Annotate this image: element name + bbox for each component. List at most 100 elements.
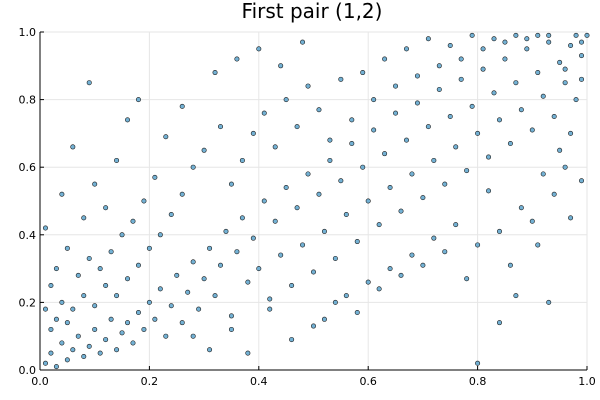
data-point (141, 326, 147, 332)
data-point (414, 100, 420, 106)
data-point (371, 97, 377, 103)
data-point (97, 266, 103, 272)
data-point (354, 239, 360, 245)
data-point (70, 144, 76, 150)
data-point (475, 242, 481, 248)
data-point (546, 32, 552, 38)
data-point (278, 252, 284, 258)
data-point (387, 266, 393, 272)
data-point (114, 347, 120, 353)
data-point (250, 130, 256, 136)
data-point (53, 364, 59, 370)
data-point (234, 56, 240, 62)
data-point (75, 333, 81, 339)
data-point (480, 66, 486, 72)
chart-title: First pair (1,2) (242, 0, 383, 23)
data-point (168, 303, 174, 309)
data-point (228, 181, 234, 187)
data-point (256, 46, 262, 52)
data-point (92, 303, 98, 309)
x-tick-label: 0.4 (250, 375, 268, 388)
data-point (174, 272, 180, 278)
data-point (278, 63, 284, 69)
data-point (529, 218, 535, 224)
data-point (119, 232, 125, 238)
data-point (584, 32, 590, 38)
data-point (425, 36, 431, 42)
data-point (179, 191, 185, 197)
data-point (125, 276, 131, 282)
data-point (81, 353, 87, 359)
data-point (562, 66, 568, 72)
data-point (294, 205, 300, 211)
data-point (185, 289, 191, 295)
x-tick-label: 0.6 (359, 375, 377, 388)
data-point (218, 262, 224, 268)
data-point (513, 80, 519, 86)
data-point (223, 228, 229, 234)
data-point (157, 286, 163, 292)
data-point (546, 39, 552, 45)
data-point (81, 293, 87, 299)
data-point (393, 83, 399, 89)
data-point (190, 164, 196, 170)
data-point (387, 184, 393, 190)
data-point (469, 103, 475, 109)
data-point (425, 124, 431, 130)
data-point (398, 272, 404, 278)
data-point (469, 32, 475, 38)
data-point (507, 262, 513, 268)
data-point (141, 198, 147, 204)
y-tick-label: 0.8 (19, 94, 37, 107)
data-point (321, 316, 327, 322)
data-point (453, 144, 459, 150)
data-point (486, 188, 492, 194)
data-point (431, 157, 437, 163)
data-point (300, 242, 306, 248)
data-point (86, 255, 92, 261)
data-point (403, 46, 409, 52)
data-point (513, 32, 519, 38)
data-point (152, 174, 158, 180)
data-point (349, 117, 355, 123)
data-point (579, 39, 585, 45)
data-point (70, 306, 76, 312)
x-tick-label: 0.8 (469, 375, 487, 388)
data-point (436, 86, 442, 92)
data-point (573, 97, 579, 103)
data-point (486, 154, 492, 160)
data-point (524, 46, 530, 52)
data-point (228, 313, 234, 319)
data-point (59, 340, 65, 346)
data-point (196, 306, 202, 312)
data-point (562, 164, 568, 170)
x-tick-label: 0.2 (141, 375, 159, 388)
data-point (42, 306, 48, 312)
data-point (135, 97, 141, 103)
data-point (163, 333, 169, 339)
data-point (431, 235, 437, 241)
data-point (349, 141, 355, 147)
data-points (42, 32, 590, 370)
data-point (338, 76, 344, 82)
data-point (114, 293, 120, 299)
data-point (491, 90, 497, 96)
data-point (518, 205, 524, 211)
data-point (458, 76, 464, 82)
data-point (305, 83, 311, 89)
data-point (250, 235, 256, 241)
data-point (97, 350, 103, 356)
data-point (551, 114, 557, 120)
data-point (360, 164, 366, 170)
data-point (343, 293, 349, 299)
data-point (81, 215, 87, 221)
data-point (212, 293, 218, 299)
data-point (207, 347, 213, 353)
data-point (92, 326, 98, 332)
data-point (354, 310, 360, 316)
data-point (64, 320, 70, 326)
data-point (245, 279, 251, 285)
data-point (442, 181, 448, 187)
data-point (261, 110, 267, 116)
data-point (338, 178, 344, 184)
